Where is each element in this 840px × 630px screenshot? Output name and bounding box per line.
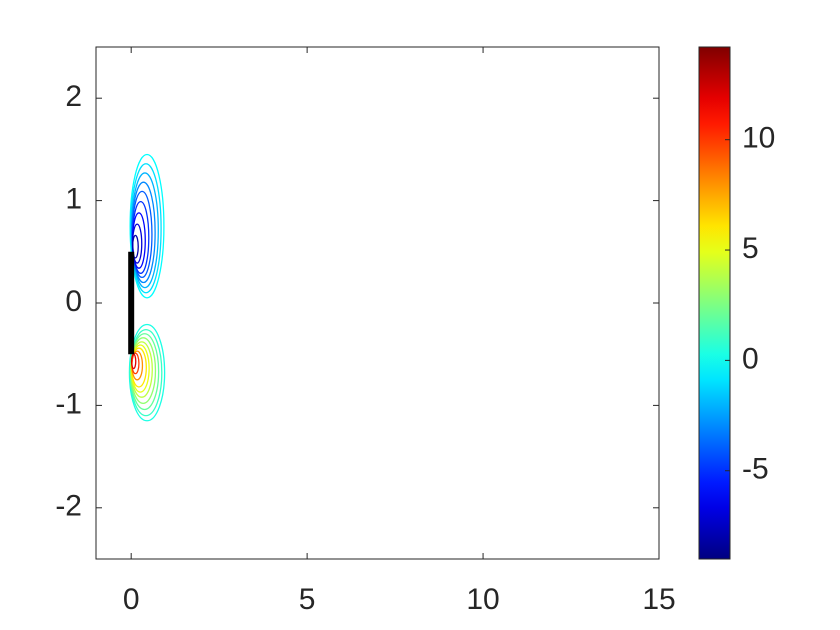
- colorbar-tick-label: 5: [742, 232, 759, 265]
- x-tick-label: 5: [299, 583, 316, 616]
- x-tick-label: 0: [123, 583, 140, 616]
- y-tick-label: 0: [65, 285, 82, 318]
- y-tick-label: 1: [65, 183, 82, 216]
- y-tick-label: -1: [55, 387, 82, 420]
- y-tick-label: 2: [65, 80, 82, 113]
- colorbar: [698, 46, 731, 560]
- y-tick-label: -2: [55, 490, 82, 523]
- colorbar-tick-label: -5: [742, 453, 769, 486]
- contour-line: [131, 234, 139, 259]
- x-tick-label: 10: [466, 583, 499, 616]
- contour-line: [129, 153, 165, 299]
- contour-line: [130, 163, 162, 294]
- contour-line: [128, 323, 166, 422]
- x-tick-label: 15: [642, 583, 675, 616]
- colorbar-tick-label: 0: [742, 342, 759, 375]
- colorbar-tick-label: 10: [742, 122, 775, 155]
- plot-area: [96, 47, 659, 559]
